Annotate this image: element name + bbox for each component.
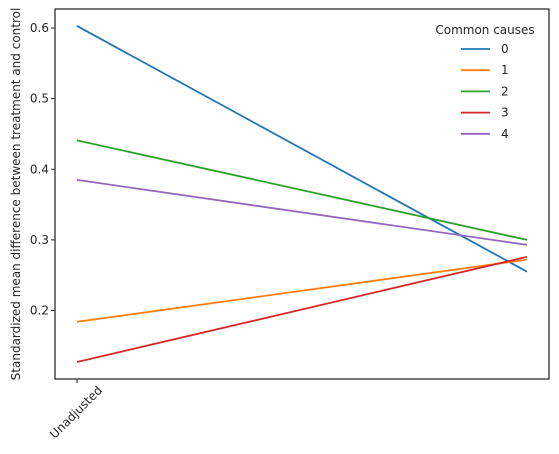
y-tick-label: 0.2 (30, 304, 49, 318)
legend: Common causes 0 1 2 3 4 (435, 23, 534, 141)
legend-label-2: 2 (501, 84, 509, 98)
legend-label-4: 4 (501, 127, 509, 141)
series-line-0 (76, 25, 528, 273)
y-axis-label: Standardized mean difference between tre… (9, 8, 23, 381)
series-line-2 (76, 139, 528, 241)
y-tick-label: 0.3 (30, 233, 49, 247)
legend-label-3: 3 (501, 106, 509, 120)
legend-items: 0 1 2 3 4 (461, 42, 509, 141)
y-axis-ticks: 0.2 0.3 0.4 0.5 0.6 (30, 21, 55, 318)
y-tick-label: 0.4 (30, 162, 49, 176)
y-tick-label: 0.5 (30, 92, 49, 106)
series-layer (76, 25, 528, 363)
series-line-1 (76, 258, 528, 323)
plot-area (54, 8, 550, 380)
series-line-3 (76, 255, 528, 363)
series-line-4 (76, 178, 528, 246)
y-tick-label: 0.6 (30, 21, 49, 35)
x-tick-label: Unadjusted (47, 383, 105, 441)
legend-label-0: 0 (501, 42, 509, 56)
x-axis-ticks: Unadjusted (47, 379, 105, 441)
legend-label-1: 1 (501, 63, 509, 77)
legend-title: Common causes (435, 23, 534, 37)
